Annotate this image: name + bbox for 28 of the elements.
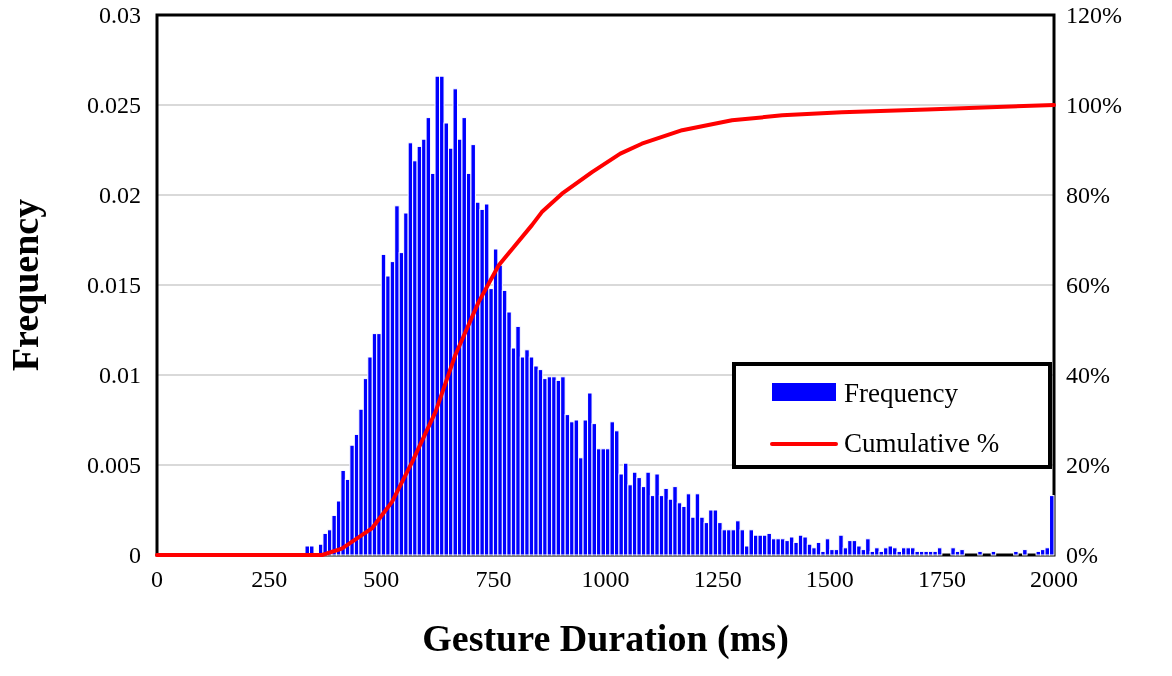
y2-tick-label: 0%	[1066, 542, 1098, 568]
y-axis-title: Frequency	[4, 198, 46, 372]
y2-tick-label: 120%	[1066, 2, 1122, 28]
y-tick-label: 0	[129, 542, 141, 568]
y-tick-label: 0.005	[87, 452, 141, 478]
y2-tick-label: 20%	[1066, 452, 1110, 478]
y-tick-label: 0.02	[99, 182, 141, 208]
y2-tick-label: 60%	[1066, 272, 1110, 298]
x-tick-label: 1250	[693, 566, 742, 592]
x-tick-label: 500	[363, 566, 400, 592]
y-tick-label: 0.025	[87, 92, 141, 118]
y2-tick-label: 80%	[1066, 182, 1110, 208]
line-series	[155, 103, 1056, 557]
x-tick-label: 0	[151, 566, 163, 592]
y-tick-label: 0.015	[87, 272, 141, 298]
x-tick-label: 750	[475, 566, 512, 592]
x-tick-label: 1500	[805, 566, 854, 592]
legend-label: Frequency	[844, 378, 959, 408]
legend-label: Cumulative %	[844, 428, 1000, 458]
y-tick-label: 0.01	[99, 362, 141, 388]
x-tick-label: 2000	[1030, 566, 1078, 592]
x-axis-title: Gesture Duration (ms)	[422, 617, 789, 660]
x-tick-label: 250	[251, 566, 288, 592]
y2-tick-label: 100%	[1066, 92, 1122, 118]
y2-tick-label: 40%	[1066, 362, 1110, 388]
y-tick-label: 0.03	[99, 2, 141, 28]
x-tick-label: 1000	[581, 566, 630, 592]
x-tick-label: 1750	[917, 566, 966, 592]
